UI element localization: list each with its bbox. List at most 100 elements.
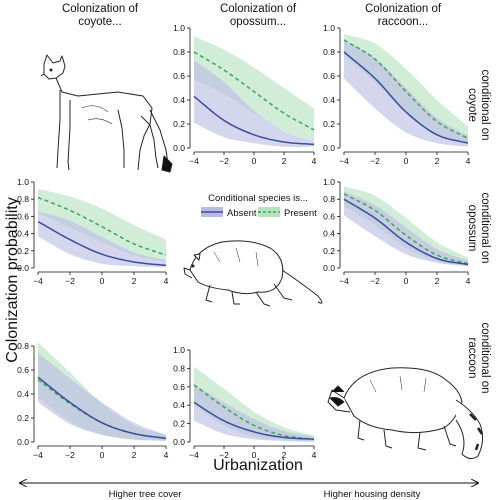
y-tick-label: 0.4 (17, 229, 29, 239)
absent-line (193, 95, 315, 146)
present-line (343, 39, 469, 140)
y-tick-label: 0.2 (17, 413, 29, 423)
absent-ci-ribbon (344, 40, 468, 147)
x-tick-label: −4 (33, 276, 43, 286)
y-tick-label: 0.8 (323, 47, 335, 57)
present-line (37, 196, 167, 256)
present-line (193, 384, 315, 440)
x-tick-label: 2 (435, 276, 440, 286)
x-tick-label: −4 (189, 450, 199, 460)
opossum-icon (183, 240, 323, 307)
coyote-icon (40, 54, 173, 173)
column-title-raccoon: Colonization of raccoon... (365, 3, 442, 28)
arrow-right-label: Higher housing density (324, 489, 421, 500)
x-tick-label: −4 (339, 276, 349, 286)
x-tick-label: −4 (189, 156, 199, 166)
column-title-coyote: Colonization of coyote... (62, 3, 139, 28)
x-tick-label: 2 (132, 276, 137, 286)
y-tick-label: 0.0 (323, 263, 335, 273)
legend-title: Conditional species is... (208, 193, 308, 204)
y-tick-label: 0.4 (17, 389, 29, 399)
x-tick-label: −2 (65, 276, 75, 286)
x-tick-label: −4 (33, 450, 43, 460)
panels: 0.0 0.2 0.4 0.6 0.8 1.0 −4 −2 0 2 4 0.0 0.2 0.4 0.6 0.8… (17, 23, 470, 460)
y-tick-label: 1.0 (323, 23, 335, 33)
y-tick-label: 0.6 (17, 211, 29, 221)
row-label-opossum: conditional onopossum (466, 193, 491, 264)
x-tick-label: 4 (164, 450, 169, 460)
y-tick-label: 0.2 (173, 119, 185, 129)
column-title-opossum: Colonization of opossum... (220, 3, 297, 28)
y-tick-label: 0.8 (17, 341, 29, 351)
y-tick-label: 1.0 (173, 345, 185, 355)
absent-ci-ribbon (38, 211, 166, 268)
y-tick-label: 1.0 (17, 177, 29, 187)
x-tick-label: 2 (282, 156, 287, 166)
legend-absent-label: Absent (227, 208, 257, 219)
y-tick-label: 0.4 (323, 229, 335, 239)
arrow-left-label: Higher tree cover (109, 489, 182, 500)
x-tick-label: 0 (252, 450, 257, 460)
y-tick-label: 0.2 (17, 246, 29, 256)
panel-raccoon-conditional-on-opossum: 0.0 0.2 0.4 0.6 0.8 1.0 −4 −2 0 2 4 (323, 177, 470, 286)
x-tick-label: −2 (370, 276, 380, 286)
x-tick-label: 4 (466, 156, 471, 166)
absent-line (37, 220, 167, 267)
y-tick-label: 0.2 (323, 119, 335, 129)
x-tick-label: 4 (312, 156, 317, 166)
y-tick-label: 1.0 (173, 23, 185, 33)
y-axis-label: Colonization probability (4, 197, 21, 362)
y-tick-label: 0.4 (323, 95, 335, 105)
x-tick-label: 4 (312, 450, 317, 460)
row-label-raccoon: conditional onraccoon (466, 323, 491, 394)
y-tick-label: 1.0 (323, 177, 335, 187)
absent-line (37, 376, 167, 440)
absent-line (343, 198, 469, 266)
x-tick-label: 0 (404, 276, 409, 286)
x-tick-label: −4 (339, 156, 349, 166)
x-tick-label: −2 (219, 450, 229, 460)
x-tick-label: 2 (435, 156, 440, 166)
x-axis-label: Urbanization (213, 457, 303, 474)
panel-coyote-conditional-on-opossum: 0.0 0.2 0.4 0.6 0.8 1.0 −4 −2 0 2 4 (17, 177, 168, 286)
absent-ci-ribbon (194, 384, 314, 442)
y-tick-label: 0.6 (173, 71, 185, 81)
x-tick-label: 0 (252, 156, 257, 166)
panel-opossum-conditional-on-raccoon: 0.0 0.2 0.4 0.6 0.8 1.0 −4 −2 0 2 4 (173, 345, 316, 460)
absent-ci-ribbon (344, 191, 468, 267)
x-tick-label: 0 (100, 276, 105, 286)
present-ci-ribbon (194, 36, 314, 141)
y-tick-label: 0.0 (17, 263, 29, 273)
y-tick-label: 0.0 (173, 437, 185, 447)
x-tick-label: 2 (282, 450, 287, 460)
y-tick-label: 0.0 (323, 143, 335, 153)
y-tick-label: 0.8 (173, 363, 185, 373)
y-tick-label: 0.6 (173, 382, 185, 392)
y-tick-label: 0.8 (323, 194, 335, 204)
row-label-coyote: conditional oncoyote (466, 70, 491, 141)
x-tick-label: 0 (404, 156, 409, 166)
panel-coyote-conditional-on-raccoon: 0.0 0.2 0.4 0.6 0.8 −4 −2 0 2 4 (17, 341, 168, 460)
raccoon-icon (327, 367, 484, 460)
absent-ci-ribbon (194, 60, 314, 148)
x-tick-label: 4 (466, 276, 471, 286)
present-line (343, 193, 469, 265)
x-tick-label: −2 (65, 450, 75, 460)
y-tick-label: 0.8 (17, 194, 29, 204)
absent-line (193, 401, 315, 440)
y-tick-label: 0.8 (173, 47, 185, 57)
legend: Conditional species is... Absent Present (201, 193, 317, 219)
y-tick-label: 0.4 (173, 400, 185, 410)
absent-line (343, 51, 469, 144)
y-tick-label: 0.6 (17, 365, 29, 375)
y-tick-label: 0.4 (173, 95, 185, 105)
panel-raccoon-conditional-on-coyote: 0.0 0.2 0.4 0.6 0.8 1.0 −4 −2 0 2 4 (323, 23, 470, 166)
x-tick-label: −2 (219, 156, 229, 166)
x-tick-label: −2 (370, 156, 380, 166)
x-tick-label: 2 (132, 450, 137, 460)
x-tick-label: 0 (100, 450, 105, 460)
y-tick-label: 0.2 (323, 246, 335, 256)
absent-ci-ribbon (38, 353, 166, 441)
y-tick-label: 0.0 (173, 143, 185, 153)
